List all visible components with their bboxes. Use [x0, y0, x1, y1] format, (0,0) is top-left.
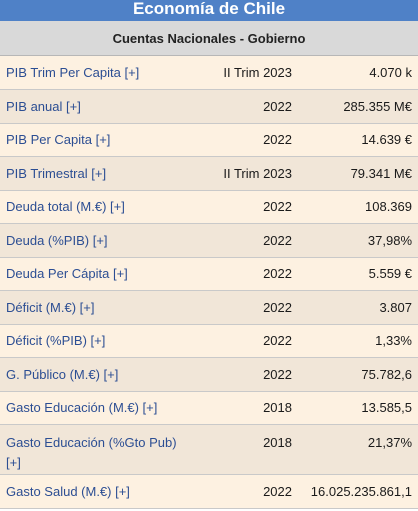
period-cell: 2022	[200, 89, 296, 124]
period-cell: II Trim 2023	[200, 156, 296, 191]
table-row: Deuda Per Cápita [+] 2022 5.559 €	[0, 257, 418, 291]
indicator-link[interactable]: Deuda Per Cápita [+]	[6, 266, 128, 282]
period-cell: 2022	[200, 190, 296, 224]
value-cell: 1,33%	[296, 324, 418, 358]
value-cell: 4.070 k	[296, 56, 418, 90]
indicator-link[interactable]: Gasto Educación (M.€) [+]	[6, 400, 158, 416]
table-row: PIB Per Capita [+] 2022 14.639 €	[0, 123, 418, 157]
value-cell: 13.585,5	[296, 391, 418, 425]
table-row: Déficit (M.€) [+] 2022 3.807	[0, 290, 418, 325]
table-row: Deuda total (M.€) [+] 2022 108.369	[0, 190, 418, 224]
period-cell: 2018	[200, 424, 296, 475]
indicator-link[interactable]: PIB Trim Per Capita [+]	[6, 65, 140, 80]
period-cell: 2022	[200, 357, 296, 392]
indicator-link[interactable]: PIB anual [+]	[6, 98, 81, 114]
indicator-link[interactable]: Deuda (%PIB) [+]	[6, 232, 108, 248]
period-cell: 2022	[200, 290, 296, 325]
value-cell: 75.782,6	[296, 357, 418, 392]
value-cell: 16.025.235.861,1	[296, 474, 418, 509]
indicator-link[interactable]: G. Público (M.€) [+]	[6, 366, 119, 382]
indicator-link[interactable]: Gasto Educación (%Gto Pub) [+]	[6, 435, 177, 470]
period-cell: II Trim 2023	[200, 56, 296, 90]
indicator-link[interactable]: Deuda total (M.€) [+]	[6, 199, 125, 215]
indicators-table: PIB Trim Per Capita [+] II Trim 2023 4.0…	[0, 56, 418, 509]
table-row: Deuda (%PIB) [+] 2022 37,98%	[0, 223, 418, 258]
table-row: PIB Trimestral [+] II Trim 2023 79.341 M…	[0, 156, 418, 191]
table-row: PIB anual [+] 2022 285.355 M€	[0, 89, 418, 124]
period-cell: 2022	[200, 474, 296, 509]
period-cell: 2022	[200, 324, 296, 358]
indicator-link[interactable]: Déficit (M.€) [+]	[6, 299, 95, 315]
widget-title: Economía de Chile	[0, 0, 418, 21]
section-header: Cuentas Nacionales - Gobierno	[0, 21, 418, 56]
table-row: PIB Trim Per Capita [+] II Trim 2023 4.0…	[0, 56, 418, 90]
value-cell: 5.559 €	[296, 257, 418, 291]
table-row: Gasto Educación (M.€) [+] 2018 13.585,5	[0, 391, 418, 425]
indicator-link[interactable]: PIB Per Capita [+]	[6, 132, 111, 148]
table-row: Gasto Salud (M.€) [+] 2022 16.025.235.86…	[0, 474, 418, 509]
table-row: Gasto Educación (%Gto Pub) [+] 2018 21,3…	[0, 424, 418, 475]
table-row: G. Público (M.€) [+] 2022 75.782,6	[0, 357, 418, 392]
indicator-link[interactable]: PIB Trimestral [+]	[6, 165, 107, 181]
value-cell: 108.369	[296, 190, 418, 224]
table-row: Déficit (%PIB) [+] 2022 1,33%	[0, 324, 418, 358]
period-cell: 2022	[200, 223, 296, 258]
value-cell: 37,98%	[296, 223, 418, 258]
period-cell: 2022	[200, 257, 296, 291]
value-cell: 21,37%	[296, 424, 418, 475]
value-cell: 3.807	[296, 290, 418, 325]
value-cell: 79.341 M€	[296, 156, 418, 191]
indicator-link[interactable]: Gasto Salud (M.€) [+]	[6, 483, 130, 499]
indicator-link[interactable]: Déficit (%PIB) [+]	[6, 333, 106, 349]
value-cell: 285.355 M€	[296, 89, 418, 124]
value-cell: 14.639 €	[296, 123, 418, 157]
period-cell: 2022	[200, 123, 296, 157]
period-cell: 2018	[200, 391, 296, 425]
